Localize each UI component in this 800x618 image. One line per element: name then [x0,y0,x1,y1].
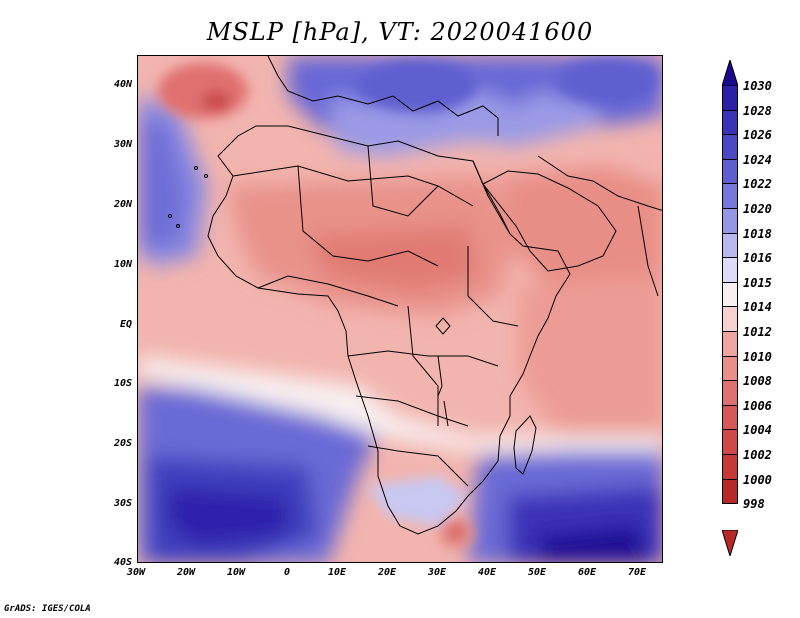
colorbar-top-arrow [722,60,738,86]
colorbar-swatch [722,430,738,455]
colorbar-label: 1020 [743,202,772,216]
colorbar-label: 1024 [743,152,772,167]
lon-tick-60e: 60E [577,567,597,578]
colorbar-label: 1012 [743,325,772,339]
colorbar-swatch [722,282,738,308]
colorbar-label: 1002 [743,448,772,462]
colorbar-swatch [722,209,738,234]
colorbar-label: 1016 [743,251,772,266]
lat-tick-10n: 10N [113,259,132,270]
lat-tick-10s: 10S [113,378,132,389]
colorbar-swatch [722,135,738,160]
colorbar-label: 1014 [743,300,772,315]
lon-tick-70e: 70E [627,567,647,578]
colorbar-label: 1028 [743,103,772,118]
lat-tick-30n: 30N [113,139,132,150]
colorbar-swatch [722,455,738,480]
colorbar-swatch [722,110,738,136]
colorbar-swatch [722,258,738,283]
colorbar-swatch [722,307,738,332]
lon-tick-20w: 20W [176,567,196,578]
colorbar-swatch [722,184,738,209]
footer-credit: GrADS: IGES/COLA [4,604,91,614]
colorbar-label: 1000 [743,472,772,487]
lon-tick-20e: 20E [377,567,397,578]
colorbar-swatch [722,405,738,431]
colorbar-swatch [722,381,738,406]
mslp-map [137,55,663,563]
colorbar-label: 1010 [743,349,772,364]
colorbar-label: 1006 [743,398,772,413]
mslp-field-svg [138,56,662,562]
lat-tick-eq: EQ [119,319,132,330]
lon-tick-30e: 30E [427,567,447,578]
lon-tick-30w: 30W [126,567,146,578]
lat-tick-40s: 40S [113,557,132,568]
lon-tick-10w: 10W [226,567,246,578]
lat-tick-20s: 20S [113,438,132,449]
lon-tick-10e: 10E [327,567,347,578]
colorbar-label: 1008 [743,374,772,389]
colorbar-swatch [722,233,738,259]
colorbar-label: 1022 [743,177,772,192]
colorbar-label: 1015 [743,275,772,290]
colorbar-bottom-arrow [722,530,738,556]
colorbar-swatch [722,479,738,505]
lon-tick-40e: 40E [477,567,497,578]
colorbar-label: 998 [743,497,765,512]
colorbar-swatch [722,356,738,382]
colorbar-label: 1004 [743,423,772,438]
colorbar-label: 1018 [743,226,772,241]
lat-tick-40n: 40N [113,79,132,90]
map-title: MSLP [hPa], VT: 2020041600 [206,18,594,46]
colorbar-label: 1026 [743,128,772,143]
coastline-outline [168,56,662,535]
lon-tick-0: 0 [283,567,291,578]
colorbar-label: 1030 [743,79,772,93]
lat-tick-30s: 30S [113,498,132,509]
colorbar-swatch [722,86,738,111]
colorbar-swatch [722,332,738,357]
colorbar-swatch [722,159,738,185]
lat-tick-20n: 20N [113,199,132,210]
lon-tick-50e: 50E [527,567,547,578]
